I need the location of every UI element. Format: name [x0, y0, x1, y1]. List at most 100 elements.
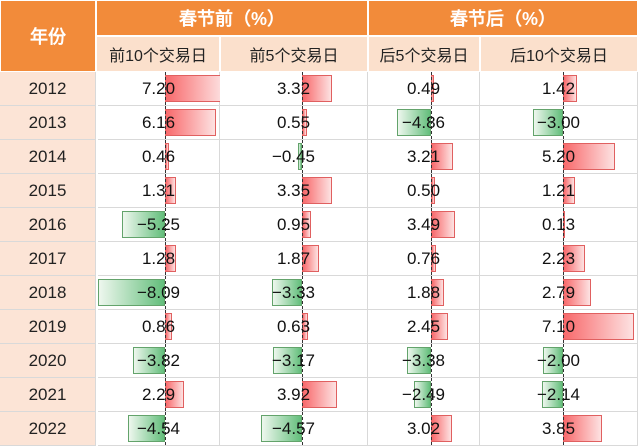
bar-axis-line [302, 208, 303, 241]
value-cell: 0.46 [98, 140, 220, 174]
cell-value: −2.49 [401, 384, 445, 404]
cell-value: −0.45 [271, 146, 315, 166]
value-cell: 2.23 [480, 242, 638, 276]
positive-data-bar [165, 109, 216, 136]
value-cell: −4.86 [368, 106, 480, 140]
cell-value: 3.85 [541, 418, 576, 438]
value-cell: −3.17 [220, 344, 368, 378]
value-cell: 1.31 [98, 174, 220, 208]
bar-axis-line [165, 310, 166, 343]
bar-axis-line [165, 412, 166, 445]
cell-value: 3.21 [406, 146, 441, 166]
negative-data-bar [297, 143, 302, 170]
bar-axis-line [165, 106, 166, 139]
year-cell: 2016 [0, 208, 96, 242]
value-cell: 3.92 [220, 378, 368, 412]
column-header-pre10: 前10个交易日 [96, 36, 220, 72]
cell-value: −4.54 [136, 418, 180, 438]
cell-value: −4.86 [401, 112, 445, 132]
year-cell: 2021 [0, 378, 96, 412]
cell-value: −2.14 [536, 384, 580, 404]
value-cell: 7.10 [480, 310, 638, 344]
bar-axis-line [302, 378, 303, 411]
bar-axis-line [165, 174, 166, 207]
value-cell: −4.57 [220, 412, 368, 446]
cell-value: −3.82 [136, 350, 180, 370]
value-cell: 0.76 [368, 242, 480, 276]
cell-value: 0.13 [541, 214, 576, 234]
cell-value: 0.76 [406, 248, 441, 268]
cell-value: 5.20 [541, 146, 576, 166]
positive-data-bar [563, 143, 615, 170]
bar-axis-line [563, 208, 564, 241]
negative-data-bar [541, 381, 563, 408]
bar-axis-line [302, 140, 303, 173]
bar-axis-line [165, 276, 166, 309]
cell-value: 1.87 [276, 248, 311, 268]
value-cell: 2.79 [480, 276, 638, 310]
column-header-post10: 后10个交易日 [480, 36, 638, 72]
bar-axis-line [165, 72, 166, 105]
value-cell: 0.50 [368, 174, 480, 208]
cell-value: 3.02 [406, 418, 441, 438]
bar-axis-line [431, 174, 432, 207]
bar-axis-line [302, 344, 303, 377]
bar-axis-line [302, 276, 303, 309]
column-header-pre5: 前5个交易日 [220, 36, 368, 72]
cell-value: −8.09 [136, 282, 180, 302]
value-cell: −2.00 [480, 344, 638, 378]
cell-value: 3.49 [406, 214, 441, 234]
bar-axis-line [431, 242, 432, 275]
cell-value: 2.23 [541, 248, 576, 268]
value-cell: −4.54 [98, 412, 220, 446]
cell-value: 3.35 [276, 180, 311, 200]
bar-axis-line [563, 140, 564, 173]
negative-data-bar [121, 211, 165, 238]
bar-axis-line [302, 106, 303, 139]
bar-axis-line [431, 310, 432, 343]
negative-data-bar [98, 279, 165, 306]
value-cell: 1.42 [480, 72, 638, 106]
positive-data-bar [563, 415, 602, 442]
bar-axis-line [165, 208, 166, 241]
cell-value: 0.50 [406, 180, 441, 200]
year-cell: 2018 [0, 276, 96, 310]
column-header-post5: 后5个交易日 [368, 36, 480, 72]
bar-axis-line [563, 310, 564, 343]
value-cell: 3.02 [368, 412, 480, 446]
bar-axis-line [165, 378, 166, 411]
cell-value: 1.88 [406, 282, 441, 302]
cell-value: 6.16 [141, 112, 176, 132]
value-cell: 6.16 [98, 106, 220, 140]
value-cell: 3.85 [480, 412, 638, 446]
value-cell: 1.21 [480, 174, 638, 208]
value-cell: −2.14 [480, 378, 638, 412]
bar-axis-line [431, 412, 432, 445]
negative-data-bar [396, 109, 431, 136]
value-cell: 7.20 [98, 72, 225, 106]
value-cell: 0.55 [220, 106, 368, 140]
bar-axis-line [165, 344, 166, 377]
bar-axis-line [563, 378, 564, 411]
bar-axis-line [302, 242, 303, 275]
cell-value: 7.20 [141, 78, 176, 98]
value-cell: 1.88 [368, 276, 480, 310]
cell-value: 2.29 [141, 384, 176, 404]
negative-data-bar [260, 415, 302, 442]
cell-value: 0.63 [276, 316, 311, 336]
value-cell: 1.87 [220, 242, 368, 276]
value-cell: 3.35 [220, 174, 368, 208]
cell-value: 0.55 [276, 112, 311, 132]
bar-axis-line [431, 106, 432, 139]
value-cell: −0.45 [220, 140, 368, 174]
cell-value: 7.10 [541, 316, 576, 336]
year-cell: 2012 [0, 72, 96, 106]
bar-axis-line [563, 344, 564, 377]
positive-data-bar [302, 177, 333, 204]
cell-value: −3.33 [271, 282, 315, 302]
bar-axis-line [165, 242, 166, 275]
cell-value: 0.46 [141, 146, 176, 166]
bar-axis-line [563, 276, 564, 309]
year-cell: 2022 [0, 412, 96, 446]
cell-value: 1.31 [141, 180, 176, 200]
